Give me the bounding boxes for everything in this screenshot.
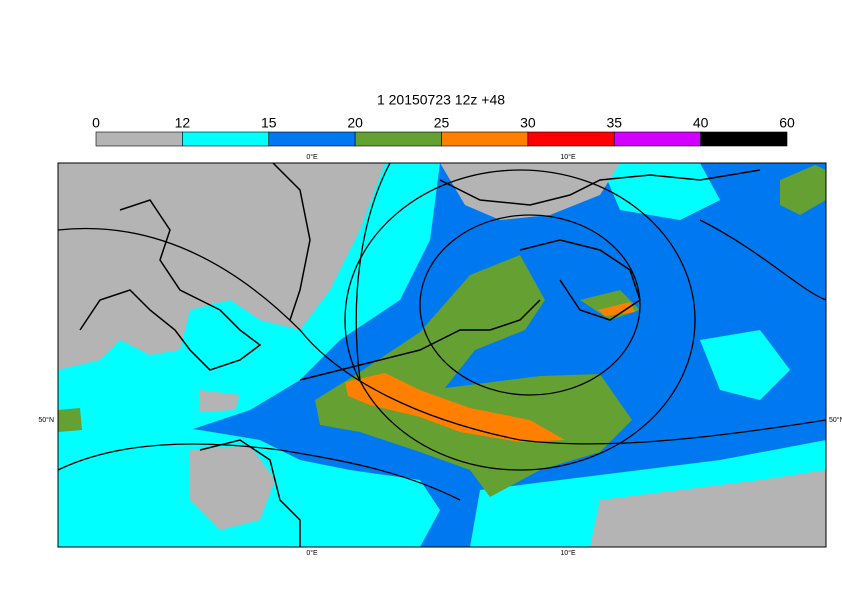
contour-line [699, 219, 826, 301]
lat-label: 50°N [38, 416, 54, 424]
colorbar-segment [354, 131, 442, 147]
region-grey [190, 445, 275, 530]
colorbar-segment [613, 131, 701, 147]
colorbar-segment [182, 131, 270, 147]
region-green [780, 165, 826, 215]
colorbar-label: 40 [693, 115, 709, 131]
lon-label: 10°E [560, 549, 576, 557]
contour-line [419, 214, 641, 396]
colorbar-label: 25 [434, 115, 450, 131]
coastline [299, 299, 541, 381]
coastline [439, 169, 761, 206]
colorbar-segment [700, 131, 788, 147]
lon-label: 0°E [306, 153, 318, 161]
coastlines [79, 163, 761, 547]
colorbar-segment [527, 131, 615, 147]
contour-line [344, 169, 696, 471]
lat-label: 50°N [829, 416, 842, 424]
colorbar-label: 35 [606, 115, 622, 131]
colorbar-label: 30 [520, 115, 536, 131]
contour-line [355, 163, 391, 381]
coastline [271, 163, 311, 321]
region-orange [345, 373, 565, 442]
colorbar-label: 20 [347, 115, 363, 131]
region-orange [598, 302, 635, 316]
coastline [79, 199, 262, 371]
region-green [58, 408, 82, 432]
map-frame [57, 162, 827, 548]
colorbar-label: 0 [92, 115, 100, 131]
region-grey [200, 390, 240, 412]
colorbar-label: 15 [261, 115, 277, 131]
region-cyan [700, 330, 790, 400]
region-grey [58, 163, 385, 370]
lon-label: 10°E [560, 153, 576, 161]
coastline [199, 439, 301, 547]
contour-line [58, 227, 826, 445]
lon-label: 0°E [306, 549, 318, 557]
contours [58, 163, 826, 501]
colorbar-segment [268, 131, 356, 147]
map-title: 1 20150723 12z +48 [377, 92, 505, 108]
region-grey [590, 470, 826, 547]
coastline [519, 239, 641, 321]
colorbar: 0 12 15 20 25 30 35 40 60 [92, 115, 795, 147]
contour-line [58, 443, 461, 501]
colorbar-label: 12 [175, 115, 191, 131]
colorbar-label: 60 [779, 115, 795, 131]
colorbar-segment [441, 131, 529, 147]
colorbar-segment [95, 131, 183, 147]
map [58, 163, 826, 547]
